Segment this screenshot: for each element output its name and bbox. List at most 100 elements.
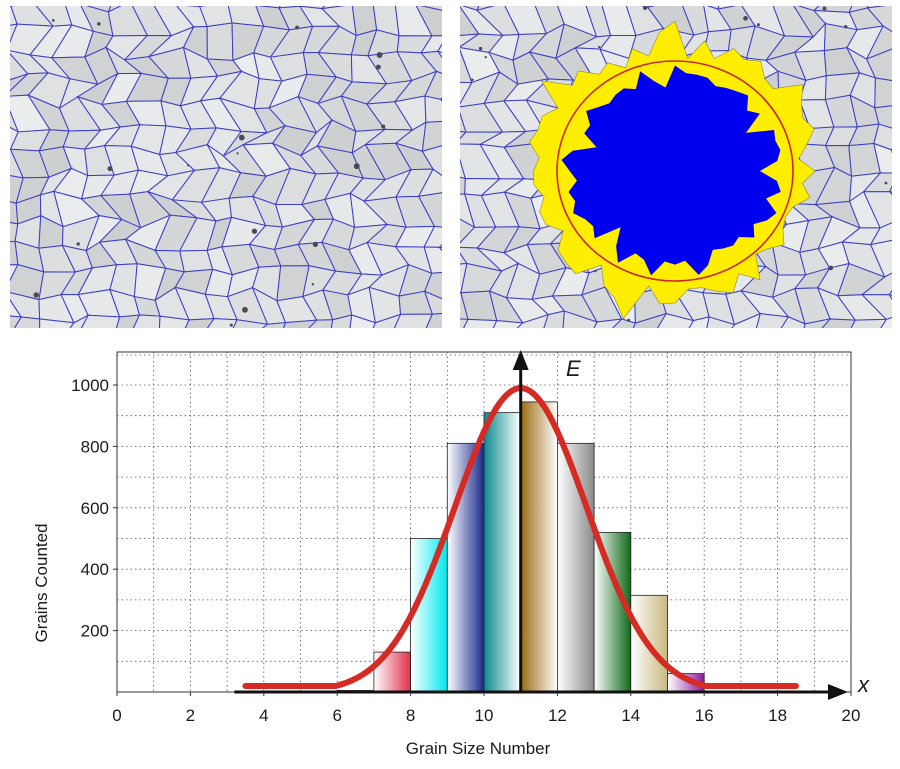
grain-cell <box>116 314 141 328</box>
grain-cell <box>283 319 319 328</box>
grain-cell <box>232 319 269 328</box>
inclusion-dot <box>756 23 760 27</box>
inclusion-dot <box>229 323 233 327</box>
grain-cell <box>437 43 442 54</box>
grain-cell <box>562 310 598 328</box>
inclusion-dot <box>242 306 248 313</box>
grain-counting-overlay <box>460 6 892 328</box>
chart-canvas: 0 2 4 6 8 10 12 14 16 18 20 200 400 600 800 1000 Grains… <box>32 350 870 758</box>
grain-cell <box>731 312 762 328</box>
grain-cell <box>460 218 476 244</box>
grain-cell <box>80 314 121 328</box>
grain-cell <box>417 192 442 228</box>
grain-cell <box>516 313 550 328</box>
inclusion-dot <box>33 292 39 298</box>
grain-cell <box>439 98 442 102</box>
inclusion-dot <box>251 228 258 234</box>
inclusion-dot <box>484 56 487 59</box>
inclusion-dot <box>471 78 474 82</box>
grain-cell <box>543 310 565 328</box>
grain-cell <box>436 50 442 59</box>
grain-cell <box>423 246 442 274</box>
x-tick-label: 0 <box>112 706 121 725</box>
grain-cell <box>423 290 442 315</box>
bar <box>483 412 522 693</box>
inclusion-dot <box>76 242 80 246</box>
inclusion-dot <box>627 318 631 322</box>
grain-cell <box>415 6 442 37</box>
grain-cell <box>874 77 892 109</box>
bar <box>520 401 558 693</box>
x-tick-label: 8 <box>406 706 415 725</box>
y-tick-label: 1000 <box>71 376 109 395</box>
x-axis-arrowhead <box>828 684 848 700</box>
grain-cell <box>421 145 442 177</box>
grain-cell <box>308 319 334 328</box>
grain-cell <box>330 314 353 328</box>
grain-cell <box>880 316 892 328</box>
y-tick-label: 800 <box>81 437 109 456</box>
y-tick-label: 400 <box>81 560 109 579</box>
grain-cell <box>438 246 442 252</box>
x-axis-title: Grain Size Number <box>406 739 551 758</box>
grain-cell <box>69 314 90 328</box>
grain-cell <box>869 239 892 278</box>
x-tick-label: 6 <box>332 706 341 725</box>
inclusion-dot <box>107 166 113 172</box>
grain-cell <box>460 318 469 328</box>
inclusion-dot <box>97 22 101 26</box>
bar <box>410 538 448 693</box>
inclusion-dot <box>598 45 601 49</box>
grain-cell <box>10 315 23 328</box>
tick-labels: 0 2 4 6 8 10 12 14 16 18 20 200 400 600 800 1000 <box>71 376 860 725</box>
grain-cell <box>612 318 637 328</box>
grain-cell <box>688 316 710 328</box>
grain-cell <box>888 289 892 296</box>
inclusion-dot <box>381 124 386 129</box>
grain-cell <box>888 190 892 196</box>
grain-cell <box>865 48 892 82</box>
grain-cell <box>349 314 377 328</box>
axes <box>234 350 848 700</box>
micrograph-boundaries <box>10 6 442 328</box>
overlay-boundaries <box>460 6 892 328</box>
inclusion-dot <box>643 6 648 10</box>
grain-cell <box>393 313 434 328</box>
grain-cell <box>262 322 287 328</box>
x-tick-label: 16 <box>695 706 714 725</box>
x-tick-label: 18 <box>768 706 787 725</box>
grain-cell <box>184 318 216 328</box>
x-tick-label: 4 <box>259 706 268 725</box>
grain-cell <box>866 6 892 33</box>
counting-region <box>529 20 816 320</box>
grain-cell <box>425 313 442 328</box>
x-tick-label: 10 <box>475 706 494 725</box>
grain-cell <box>717 6 737 10</box>
grain-cell <box>860 294 892 320</box>
grain-boundary-micrograph <box>10 6 442 328</box>
grain-cell <box>862 191 892 229</box>
grain-cell <box>421 120 442 152</box>
grain-cell <box>39 318 75 328</box>
x-tick-label: 12 <box>548 706 567 725</box>
inclusion-dot <box>375 64 381 70</box>
inclusion-dot <box>295 25 300 30</box>
y-tick-label: 600 <box>81 499 109 518</box>
grain-cell <box>420 50 442 75</box>
grain-cell <box>869 222 892 246</box>
grain-cell <box>755 313 790 328</box>
inclusion-dot <box>353 163 360 170</box>
inclusion-dot <box>884 181 888 185</box>
x-tick-label: 2 <box>186 706 195 725</box>
grain-cell <box>438 244 442 248</box>
grain-cell <box>158 315 190 328</box>
x-tick-label: 14 <box>621 706 640 725</box>
grain-cell <box>874 105 892 129</box>
grain-cell <box>132 314 161 328</box>
grain-cell <box>865 25 892 61</box>
axis-letter-x: x <box>857 672 870 697</box>
grain-cell <box>656 313 695 328</box>
inclusion-dot <box>376 52 383 58</box>
grain-cell <box>463 318 498 328</box>
grain-cell <box>873 142 892 174</box>
